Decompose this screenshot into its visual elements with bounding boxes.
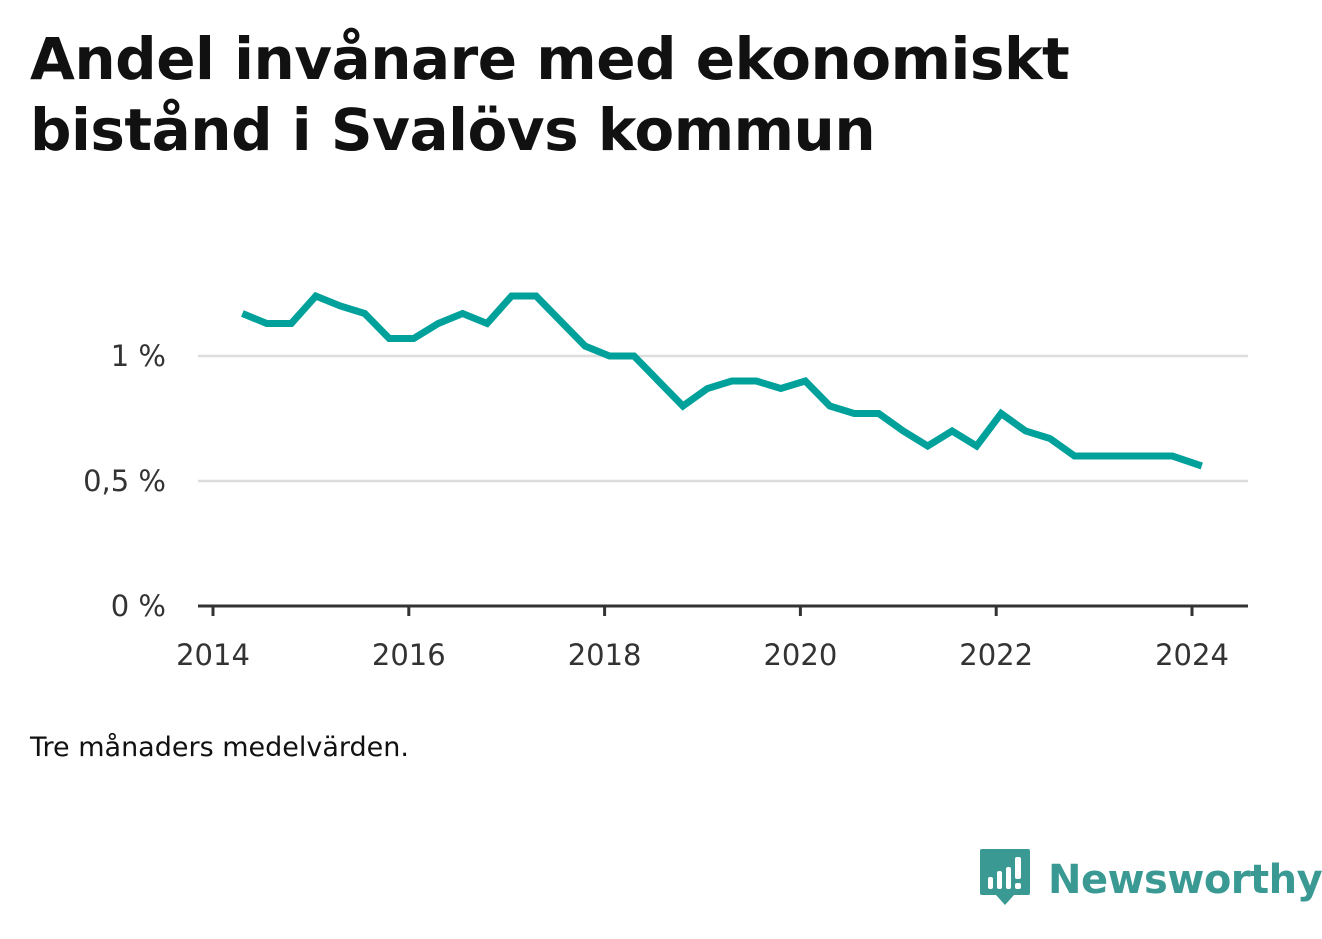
x-tick-label: 2022 bbox=[959, 638, 1033, 672]
y-tick-label: 0 % bbox=[111, 589, 166, 623]
brand-logo: Newsworthy bbox=[980, 848, 1322, 912]
chart-title: Andel invånare med ekonomiskt bistånd i … bbox=[30, 25, 1070, 164]
y-tick-label: 1 % bbox=[111, 339, 166, 373]
x-axis bbox=[198, 604, 1248, 616]
series-layer bbox=[241, 291, 1203, 470]
x-tick-label: 2018 bbox=[568, 638, 642, 672]
x-tick-label: 2024 bbox=[1155, 638, 1229, 672]
grid-lines bbox=[198, 354, 1248, 483]
x-tick-label: 2020 bbox=[763, 638, 837, 672]
chart-note: Tre månaders medelvärden. bbox=[30, 732, 409, 763]
x-axis-labels: 2014 2016 2018 2020 2022 2024 bbox=[176, 638, 1229, 672]
y-axis-labels: 0 % 0,5 % 1 % bbox=[83, 339, 166, 623]
line-chart: 0 % 0,5 % 1 % 2014 2016 2018 2020 2022 2024 bbox=[83, 291, 1248, 672]
brand-name: Newsworthy bbox=[1048, 857, 1322, 903]
y-tick-label: 0,5 % bbox=[83, 464, 166, 498]
bar-chart-speech-bubble-icon bbox=[980, 849, 1030, 905]
x-tick-label: 2014 bbox=[176, 638, 250, 672]
x-tick-label: 2016 bbox=[372, 638, 446, 672]
series-line bbox=[241, 291, 1203, 470]
